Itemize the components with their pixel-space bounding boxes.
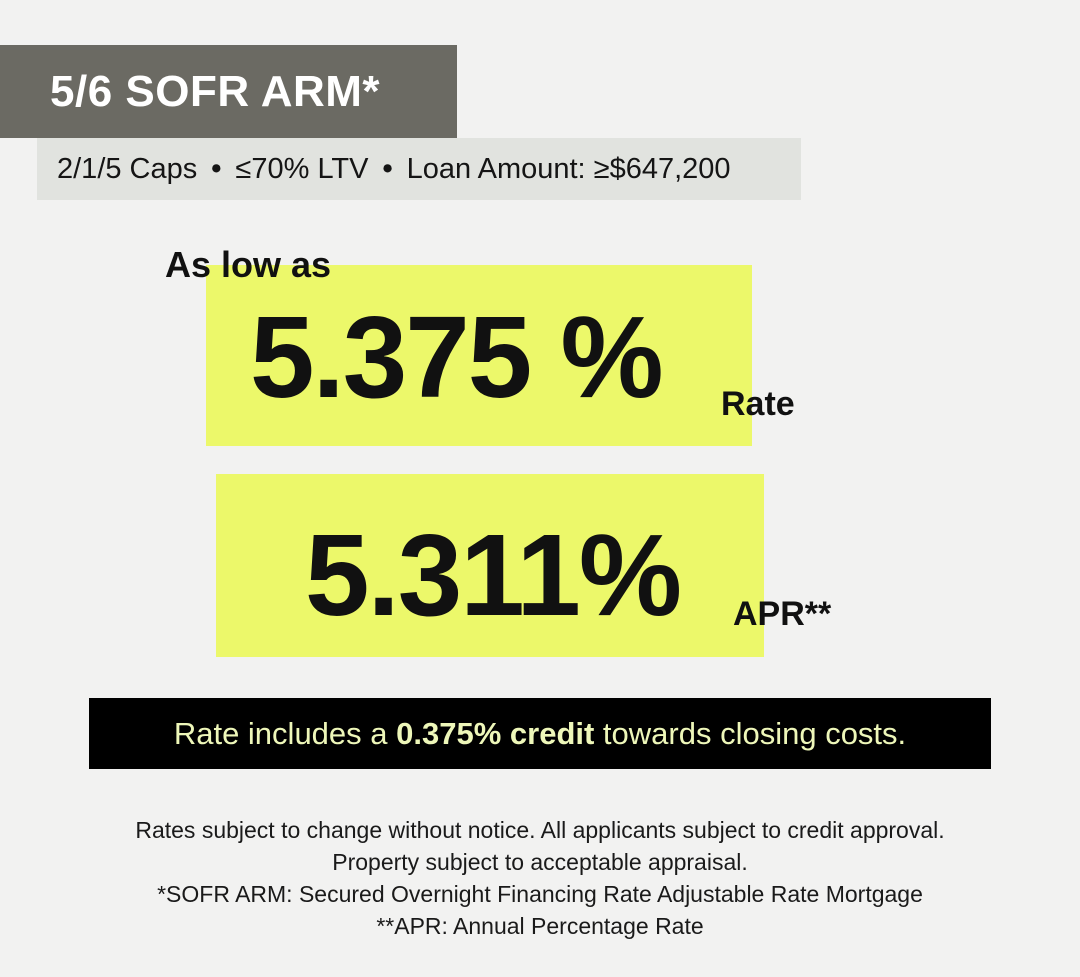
credit-amount: 0.375% credit [396, 716, 595, 751]
loan-terms-bar: 2/1/5 Caps • ≤70% LTV • Loan Amount: ≥$647,2… [37, 138, 801, 200]
rate-highlight [206, 265, 752, 446]
loan-amount-text: Loan Amount: ≥$647,200 [406, 153, 731, 185]
caps-text: 2/1/5 Caps [57, 153, 198, 185]
credit-suffix: towards closing costs. [594, 716, 907, 751]
separator-dot: • [382, 153, 393, 185]
credit-prefix: Rate includes a [173, 716, 397, 751]
disclaimer-line: *SOFR ARM: Secured Overnight Financing R… [157, 881, 923, 907]
product-title: 5/6 SOFR ARM* [0, 45, 457, 138]
disclaimer-line: **APR: Annual Percentage Rate [376, 913, 704, 939]
apr-label: APR** [733, 595, 832, 633]
disclaimer: Rates subject to change without notice. … [0, 814, 1080, 942]
rate-label: Rate [721, 385, 795, 423]
apr-highlight [216, 474, 764, 657]
rate-value: 5.375 % [250, 292, 664, 422]
as-low-as-label: As low as [165, 244, 332, 285]
apr-value: 5.311% [305, 510, 682, 640]
disclaimer-line: Property subject to acceptable appraisal… [332, 849, 748, 875]
separator-dot: • [211, 153, 222, 185]
disclaimer-line: Rates subject to change without notice. … [135, 817, 945, 843]
ltv-text: ≤70% LTV [235, 153, 369, 185]
closing-credit-banner: Rate includes a 0.375% credit towards cl… [89, 698, 991, 769]
